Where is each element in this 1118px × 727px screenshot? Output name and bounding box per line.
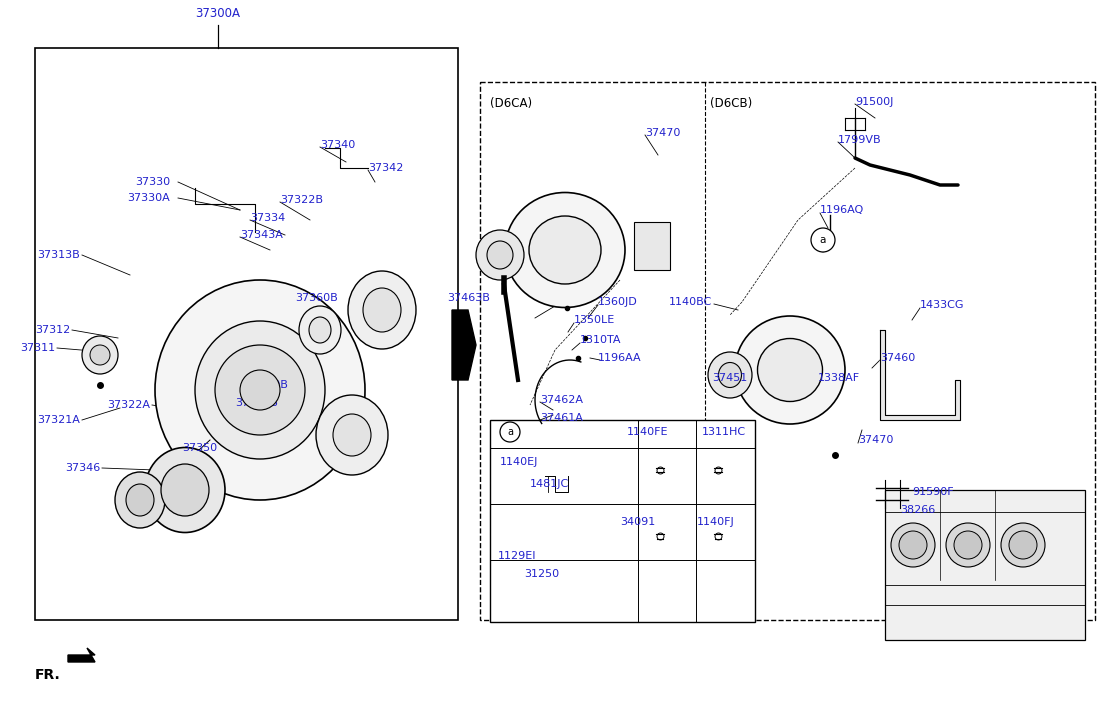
Text: 1311HC: 1311HC: [702, 427, 746, 437]
Text: 31250: 31250: [524, 569, 559, 579]
Circle shape: [240, 370, 280, 410]
Text: 37346: 37346: [65, 463, 100, 473]
Ellipse shape: [155, 280, 364, 500]
Text: 37342: 37342: [368, 163, 404, 173]
Text: 37460: 37460: [880, 353, 916, 363]
Polygon shape: [880, 330, 960, 420]
Text: 1140FE: 1140FE: [627, 427, 669, 437]
Text: 1350LE: 1350LE: [574, 315, 615, 325]
Text: 1140BC: 1140BC: [669, 297, 712, 307]
Text: 1799VB: 1799VB: [838, 135, 882, 145]
Circle shape: [946, 523, 991, 567]
Text: 37334: 37334: [250, 213, 285, 223]
Ellipse shape: [708, 352, 752, 398]
Text: 91500J: 91500J: [855, 97, 893, 107]
Ellipse shape: [719, 363, 741, 387]
Circle shape: [1010, 531, 1038, 559]
Text: 37350: 37350: [182, 443, 217, 453]
Text: 1196AA: 1196AA: [598, 353, 642, 363]
Ellipse shape: [758, 339, 823, 401]
Text: a: a: [819, 235, 826, 245]
Text: 91590F: 91590F: [912, 487, 954, 497]
Ellipse shape: [333, 414, 371, 456]
Ellipse shape: [126, 484, 154, 516]
Text: 37343A: 37343A: [240, 230, 283, 240]
Bar: [490, 420, 755, 622]
Circle shape: [811, 228, 835, 252]
Text: 1481JC: 1481JC: [530, 479, 569, 489]
Ellipse shape: [82, 336, 119, 374]
Circle shape: [954, 531, 982, 559]
Text: (D6CB): (D6CB): [710, 97, 752, 110]
Text: 1196AQ: 1196AQ: [819, 205, 864, 215]
Text: 1338AF: 1338AF: [818, 373, 860, 383]
Text: 37367B: 37367B: [235, 398, 278, 408]
Text: 37470: 37470: [858, 435, 893, 445]
Text: 37340: 37340: [320, 140, 356, 150]
Circle shape: [500, 422, 520, 442]
Bar: [885, 490, 1084, 640]
Text: (D6CA): (D6CA): [490, 97, 532, 110]
Ellipse shape: [309, 317, 331, 343]
Text: 37312: 37312: [35, 325, 70, 335]
Circle shape: [215, 345, 305, 435]
Text: 37321A: 37321A: [37, 415, 80, 425]
Text: 37311: 37311: [20, 343, 55, 353]
Text: 37322B: 37322B: [280, 195, 323, 205]
Text: 37462A: 37462A: [540, 395, 582, 405]
Text: 37313B: 37313B: [37, 250, 80, 260]
Ellipse shape: [316, 395, 388, 475]
Text: 37451: 37451: [712, 373, 747, 383]
Bar: [634, 222, 670, 270]
Text: 1360JD: 1360JD: [598, 297, 637, 307]
Bar: [35, 48, 458, 620]
Text: 34091: 34091: [620, 517, 655, 527]
Ellipse shape: [145, 448, 225, 532]
Text: a: a: [506, 427, 513, 437]
Ellipse shape: [363, 288, 401, 332]
Text: 1310TA: 1310TA: [580, 335, 622, 345]
Ellipse shape: [735, 316, 845, 424]
Text: 1140EJ: 1140EJ: [500, 457, 539, 467]
Ellipse shape: [505, 193, 625, 308]
Text: 1433CG: 1433CG: [920, 300, 965, 310]
Ellipse shape: [195, 321, 325, 459]
Polygon shape: [452, 310, 476, 380]
Circle shape: [899, 531, 927, 559]
Text: 37300A: 37300A: [196, 7, 240, 20]
Polygon shape: [68, 648, 95, 662]
Ellipse shape: [487, 241, 513, 269]
Text: 37330: 37330: [135, 177, 170, 187]
Ellipse shape: [115, 472, 165, 528]
Text: 1129EI: 1129EI: [498, 551, 537, 561]
Ellipse shape: [476, 230, 524, 280]
Ellipse shape: [348, 271, 416, 349]
Text: 37470: 37470: [645, 128, 681, 138]
Text: 38266: 38266: [900, 505, 936, 515]
Circle shape: [91, 345, 110, 365]
Ellipse shape: [161, 464, 209, 516]
Text: 37330A: 37330A: [127, 193, 170, 203]
Text: FR.: FR.: [35, 668, 60, 682]
Bar: [480, 82, 1095, 620]
Ellipse shape: [299, 306, 341, 354]
Circle shape: [1001, 523, 1045, 567]
Text: 37461A: 37461A: [540, 413, 582, 423]
Text: 1140FJ: 1140FJ: [698, 517, 735, 527]
Circle shape: [891, 523, 935, 567]
Text: 37463B: 37463B: [447, 293, 490, 303]
Ellipse shape: [529, 216, 601, 284]
Text: 37322A: 37322A: [107, 400, 150, 410]
Text: 37360B: 37360B: [295, 293, 338, 303]
Text: 37370B: 37370B: [245, 380, 287, 390]
